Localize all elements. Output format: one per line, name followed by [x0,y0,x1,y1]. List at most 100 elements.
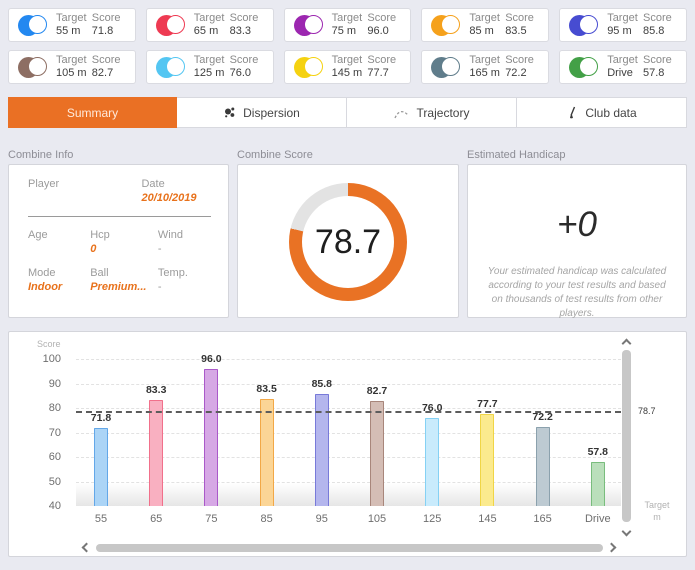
target-value: 95 m [607,25,632,37]
score-column: Score 83.3 [230,12,267,38]
tab-club-data[interactable]: Club data [517,98,686,127]
gridline-60 [76,457,621,458]
x-tick-75: 75 [205,513,218,525]
date-field: Date 20/10/2019 [141,178,211,205]
target-value: Drive [607,67,633,79]
mode-value: Indoor [28,281,63,293]
tab-trajectory[interactable]: Trajectory [347,98,517,127]
ball-label: Ball [90,267,109,279]
average-score-label: 78.7 [638,406,656,417]
target-score-card[interactable]: Target 65 m Score 83.3 [145,8,274,42]
tab-label: Summary [66,105,119,120]
tab-dispersion[interactable]: Dispersion [177,98,347,127]
temp-label: Temp. [157,267,188,279]
bar-125 [425,417,440,506]
bar-drive [590,462,605,506]
scroll-down-icon[interactable] [621,526,632,537]
score-column: Score 83.5 [505,12,542,38]
target-score-card[interactable]: Target 75 m Score 96.0 [283,8,412,42]
x-tick-85: 85 [260,513,273,525]
combine-score-section: Combine Score 78.7 [237,149,459,318]
target-value: 145 m [331,67,363,79]
target-label: Target [607,12,638,24]
score-value: 83.5 [505,25,527,37]
scroll-up-icon[interactable] [621,338,632,349]
handicap-value: +0 [557,205,597,244]
target-column: Target 75 m [332,12,368,38]
bar-85 [259,399,274,506]
wind-value: - [157,243,162,255]
target-score-card[interactable]: Target 95 m Score 85.8 [559,8,687,42]
series-toggle-icon [155,56,186,78]
horizontal-scrollbar[interactable] [96,544,603,552]
score-label: Score [229,12,259,24]
target-column: Target 165 m [469,54,505,80]
y-tick-90: 90 [48,377,61,390]
target-value: 65 m [193,25,219,37]
scroll-left-icon[interactable] [81,542,92,553]
target-label: Target [331,54,363,66]
target-score-card[interactable]: Target Drive Score 57.8 [559,50,687,84]
score-label: Score [505,12,534,24]
temp-field: Temp. - [158,267,211,294]
score-value: 96.0 [367,25,389,37]
combine-info-panel: Player Date 20/10/2019 Age Hcp 0 [8,164,229,318]
target-score-card[interactable]: Target 105 m Score 82.7 [8,50,136,84]
handicap-description: Your estimated handicap was calculated a… [487,266,667,319]
y-tick-60: 60 [48,451,61,463]
score-ring: 78.7 [289,183,407,301]
x-tick-165: 165 [533,513,552,525]
tab-label: Club data [585,105,637,120]
score-column: Score 77.7 [367,54,404,80]
target-label: Target [56,12,87,24]
combine-score-value: 78.7 [314,222,382,261]
bar-value-label: 85.8 [311,377,333,390]
gridline-90 [76,383,621,385]
bar-value-label: 72.2 [532,411,553,424]
score-value: 57.8 [643,67,665,79]
ball-value: Premium... [90,281,147,293]
combine-info-title: Combine Info [8,149,74,161]
score-column: Score 72.2 [505,54,542,80]
bar-65 [149,399,164,506]
score-column: Score 85.8 [643,12,680,38]
date-value: 20/10/2019 [141,192,197,204]
age-field: Age [28,229,90,256]
target-value: 105 m [56,67,87,79]
bar-105 [370,401,384,506]
target-score-card[interactable]: Target 145 m Score 77.7 [283,50,412,84]
vertical-scrollbar[interactable] [622,350,631,522]
score-column: Score 71.8 [92,12,129,38]
score-value: 83.3 [229,25,252,37]
target-column: Target Drive [607,54,643,80]
series-toggle-icon [569,14,599,36]
target-label: Target [469,54,500,66]
score-label: Score [91,12,121,24]
target-score-card[interactable]: Target 125 m Score 76.0 [145,50,274,84]
target-score-card[interactable]: Target 55 m Score 71.8 [8,8,136,42]
x-tick-65: 65 [150,513,163,525]
club-icon [566,106,578,120]
score-value: 77.7 [367,67,389,79]
score-column: Score 96.0 [367,12,404,38]
score-label: Score [367,12,397,24]
info-row-1: Player Date 20/10/2019 [28,178,211,205]
score-column: Score 82.7 [92,54,129,80]
score-value: 71.8 [91,25,114,37]
info-row-3: Mode Indoor Ball Premium... Temp. - [28,267,211,294]
ball-field: Ball Premium... [90,267,158,294]
bar-95 [314,393,329,506]
target-value: 125 m [193,67,225,79]
tab-summary[interactable]: Summary [8,97,177,128]
target-score-card[interactable]: Target 85 m Score 83.5 [421,8,550,42]
temp-value: - [157,281,162,293]
combine-score-title: Combine Score [237,149,313,161]
info-divider [28,216,211,217]
y-tick-50: 50 [48,475,61,488]
hcp-field: Hcp 0 [90,229,158,256]
target-label: Target [193,54,225,66]
target-score-card[interactable]: Target 165 m Score 72.2 [421,50,550,84]
combine-info-section: Combine Info Player Date 20/10/2019 Age [8,149,229,318]
scroll-right-icon[interactable] [606,542,617,553]
x-tick-55: 55 [94,513,108,525]
